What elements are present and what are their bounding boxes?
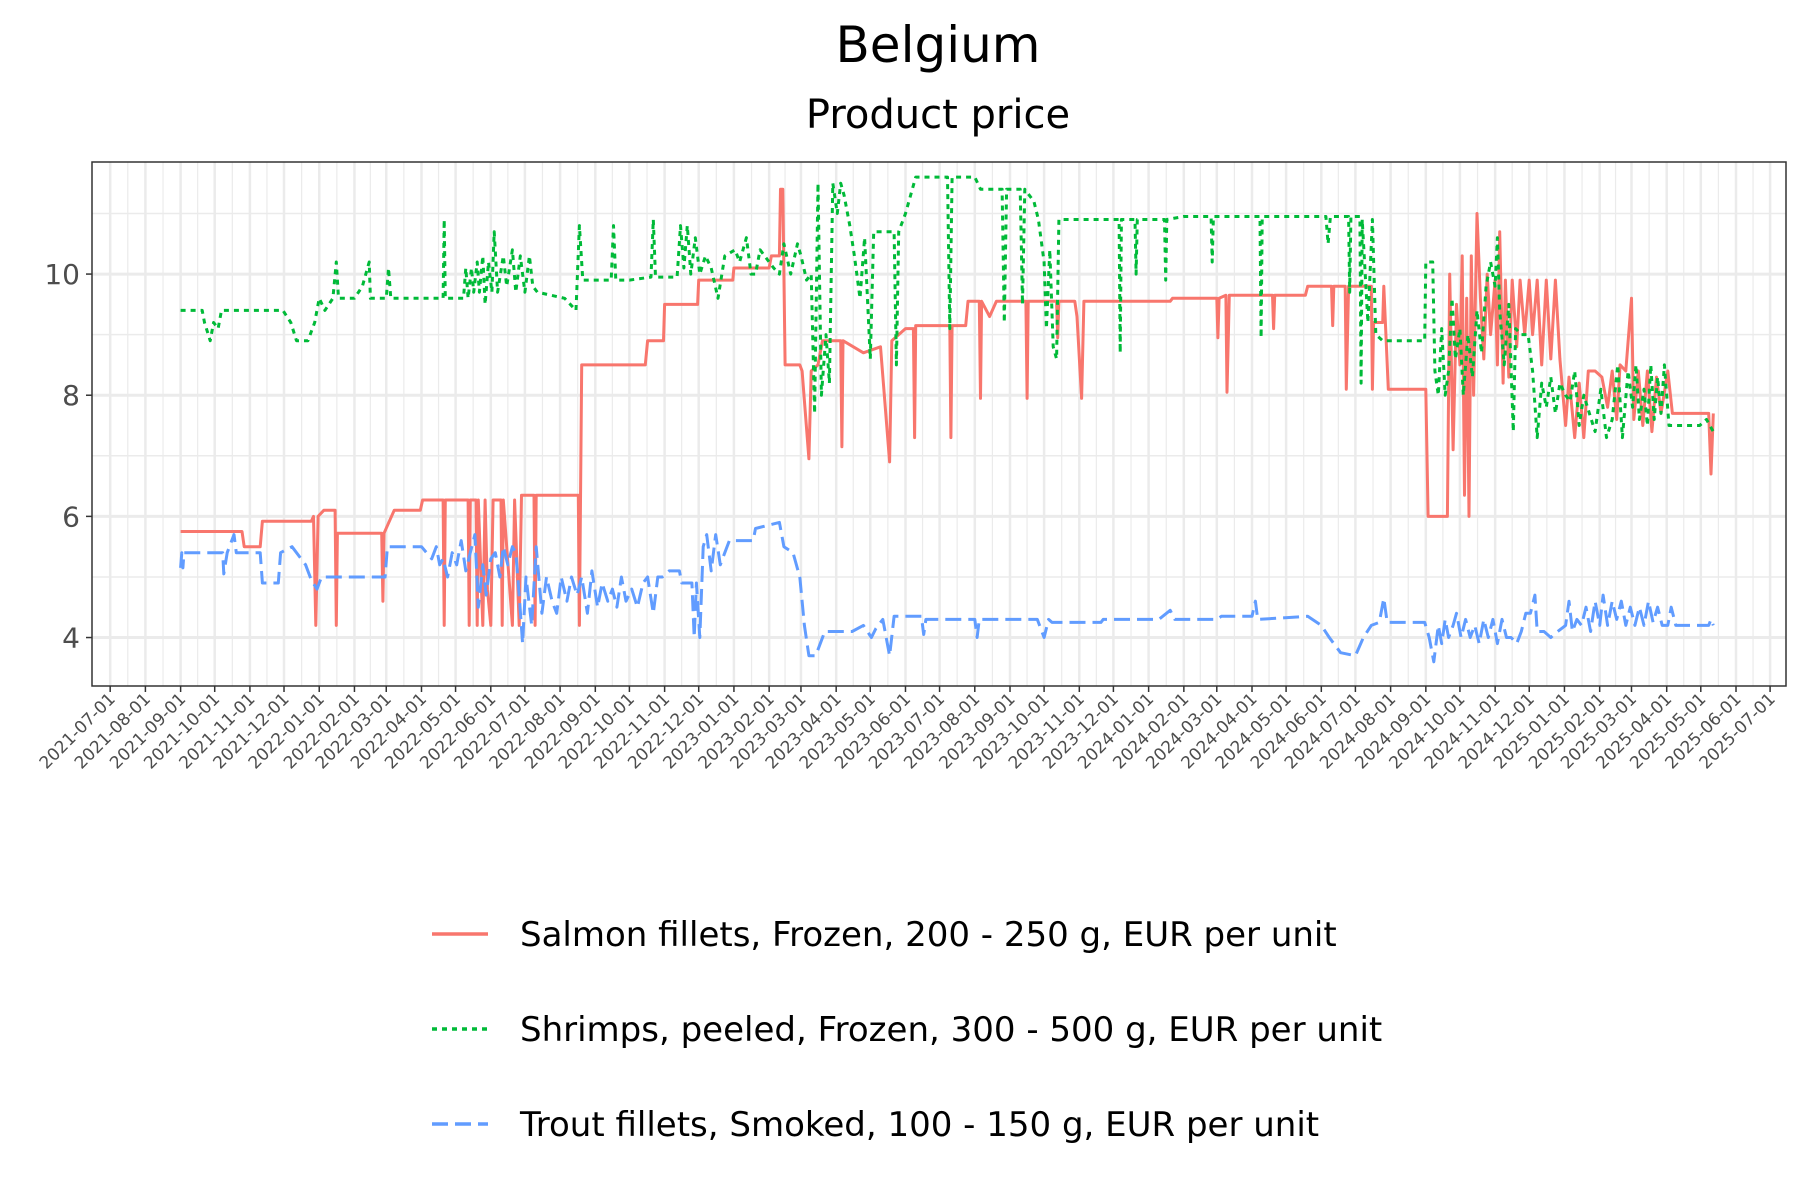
- y-tick-label: 8: [62, 379, 80, 412]
- legend-label-3: Trout fillets, Smoked, 100 - 150 g, EUR …: [519, 1105, 1319, 1145]
- legend-label-1: Salmon fillets, Frozen, 200 - 250 g, EUR…: [520, 915, 1337, 955]
- y-tick-label: 10: [44, 258, 80, 291]
- x-axis: 2021-07-012021-08-012021-09-012021-10-01…: [36, 686, 1780, 773]
- y-axis: 4 6 8 10: [44, 258, 92, 655]
- chart-title: Belgium: [836, 16, 1041, 74]
- series-line-3: [179, 520, 1715, 664]
- y-tick-label: 4: [62, 622, 80, 655]
- series-group: [179, 175, 1715, 664]
- grid-major: [92, 162, 1786, 686]
- chart-subtitle: Product price: [806, 92, 1070, 138]
- legend: Salmon fillets, Frozen, 200 - 250 g, EUR…: [432, 915, 1382, 1145]
- y-tick-label: 6: [62, 500, 80, 533]
- series-line-2: [180, 175, 1715, 440]
- legend-label-2: Shrimps, peeled, Frozen, 300 - 500 g, EU…: [520, 1010, 1382, 1050]
